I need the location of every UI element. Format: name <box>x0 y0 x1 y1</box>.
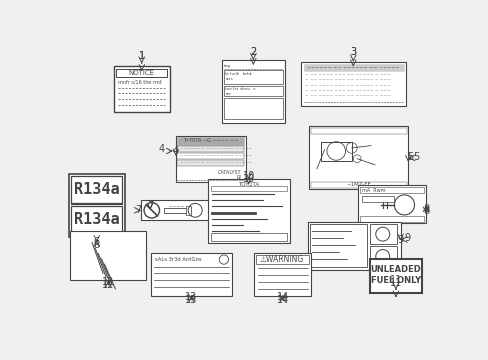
Text: ⚠WARNING: ⚠WARNING <box>259 255 303 264</box>
Bar <box>310 128 406 134</box>
Text: 13: 13 <box>185 295 197 305</box>
Text: 12: 12 <box>102 277 114 287</box>
Text: 12: 12 <box>102 280 114 290</box>
Text: tng: tng <box>224 63 230 68</box>
Text: mA  Rwm: mA Rwm <box>361 188 385 193</box>
Text: 2: 2 <box>250 48 256 58</box>
Bar <box>303 64 403 71</box>
Bar <box>177 160 244 166</box>
Text: tue frs vlmu  >: tue frs vlmu > <box>225 87 256 91</box>
Text: R134a: R134a <box>74 182 120 197</box>
Bar <box>360 216 423 222</box>
Text: 7: 7 <box>147 202 153 211</box>
Bar <box>164 208 191 213</box>
Text: CATALYST: CATALYST <box>218 170 241 175</box>
Bar <box>256 255 308 264</box>
Bar <box>224 70 282 84</box>
Text: ~ ~~ ~~~~ ~~~ ~~ ~~~~~ ~ ~~~: ~ ~~ ~~~~ ~~~ ~~ ~~~~~ ~ ~~~ <box>305 84 390 87</box>
Text: ~ ~~ ~~~~ ~~~ ~~ ~~~~~ ~ ~~~: ~ ~~ ~~~~ ~~~ ~~ ~~~~~ ~ ~~~ <box>305 78 390 82</box>
Text: 8: 8 <box>422 206 428 216</box>
Text: 6: 6 <box>94 237 100 247</box>
Bar <box>116 69 167 77</box>
Text: ~ ~~ ~~~~ ~~~ ~~ ~~~~~ ~ ~~~: ~ ~~ ~~~~ ~~~ ~~ ~~~~~ ~ ~~~ <box>305 89 390 93</box>
Bar <box>307 222 400 270</box>
Text: 9: 9 <box>404 233 410 243</box>
Text: ~ ~~ ~~~~ ~~~ ~~ ~~~~~ ~ ~~~: ~ ~~ ~~~~ ~~~ ~~ ~~~~~ ~ ~~~ <box>305 94 390 98</box>
Bar <box>369 247 396 267</box>
Text: R/: R/ <box>236 175 241 180</box>
Text: T•YOTA ~G ~~~~ ~~: T•YOTA ~G ~~~~ ~~ <box>183 139 238 144</box>
Text: 9: 9 <box>397 235 403 244</box>
Bar <box>301 62 405 106</box>
Text: 1: 1 <box>139 50 144 60</box>
Text: kt hulk   brhk: kt hulk brhk <box>225 72 252 76</box>
Text: 5: 5 <box>406 152 412 162</box>
Bar <box>360 187 423 193</box>
Bar <box>177 153 244 159</box>
Text: strs: strs <box>225 77 233 81</box>
Bar <box>208 180 289 243</box>
Bar <box>221 60 285 123</box>
Text: rte: rte <box>225 92 231 96</box>
Text: ~~~~: ~~~~ <box>168 204 184 209</box>
Text: UNLEADED: UNLEADED <box>370 265 421 274</box>
Text: 14: 14 <box>276 292 288 302</box>
Text: 13: 13 <box>185 292 197 302</box>
Text: sALs 3r3d AntGns: sALs 3r3d AntGns <box>155 257 201 262</box>
Bar <box>69 174 124 237</box>
Text: 3: 3 <box>349 48 356 58</box>
Text: 11: 11 <box>389 278 401 288</box>
Bar <box>224 98 282 120</box>
Text: ~~~~~~~ ~~~~~~~~ ~~~~~: ~~~~~~~ ~~~~~~~~ ~~~~~ <box>179 161 252 165</box>
Bar <box>210 186 287 191</box>
Text: ~ ~~ ~~~~ ~~~ ~~ ~~~~~ ~ ~~~: ~ ~~ ~~~~ ~~~ ~~ ~~~~~ ~ ~~~ <box>305 73 390 77</box>
Bar <box>308 126 407 189</box>
Text: R134a: R134a <box>74 212 120 227</box>
Text: 6: 6 <box>94 240 100 250</box>
Bar <box>309 224 366 267</box>
Text: FUEL ONLY: FUEL ONLY <box>370 276 420 285</box>
Bar <box>151 253 231 296</box>
Bar <box>369 224 396 244</box>
Bar <box>71 176 122 203</box>
Text: mnfr s/16 the rmt: mnfr s/16 the rmt <box>118 79 161 84</box>
Bar <box>369 259 422 293</box>
Bar <box>114 66 169 112</box>
Text: 14: 14 <box>276 295 288 305</box>
Text: 10: 10 <box>242 175 254 184</box>
Bar <box>177 137 244 145</box>
Bar <box>254 253 311 296</box>
Text: 4: 4 <box>159 144 164 154</box>
Bar <box>210 233 287 241</box>
Text: 2: 2 <box>250 48 256 58</box>
Text: NOTICE: NOTICE <box>128 70 154 76</box>
Bar <box>71 206 122 233</box>
Text: 5: 5 <box>412 152 418 162</box>
Text: ~~~~~~~ ~~~~~~~~ ~~~~~: ~~~~~~~ ~~~~~~~~ ~~~~~ <box>179 154 252 158</box>
Bar <box>357 185 425 223</box>
Text: ~~~~~~~ ~~~~~~~~ ~~~~~: ~~~~~~~ ~~~~~~~~ ~~~~~ <box>179 147 252 151</box>
Bar <box>70 231 146 280</box>
Bar <box>224 86 282 96</box>
Text: 4: 4 <box>172 146 179 156</box>
Bar <box>176 136 245 182</box>
Bar <box>141 200 210 220</box>
Text: 1: 1 <box>139 50 144 60</box>
Text: 10: 10 <box>242 171 254 181</box>
Bar <box>361 195 393 202</box>
Text: TOYOTA: TOYOTA <box>238 181 259 186</box>
Text: ~~~~~~ ~~ ~~~~~~ ~~ ~~~~~: ~~~~~~ ~~ ~~~~~~ ~~ ~~~~~ <box>306 64 399 69</box>
Text: 8: 8 <box>422 204 428 214</box>
Text: 7: 7 <box>134 204 141 215</box>
Text: ~1MZ-FE: ~1MZ-FE <box>346 183 370 187</box>
Bar <box>310 182 406 188</box>
Text: 3: 3 <box>349 48 356 58</box>
Text: 11: 11 <box>389 275 401 285</box>
Bar <box>185 206 191 215</box>
Bar <box>177 147 244 152</box>
